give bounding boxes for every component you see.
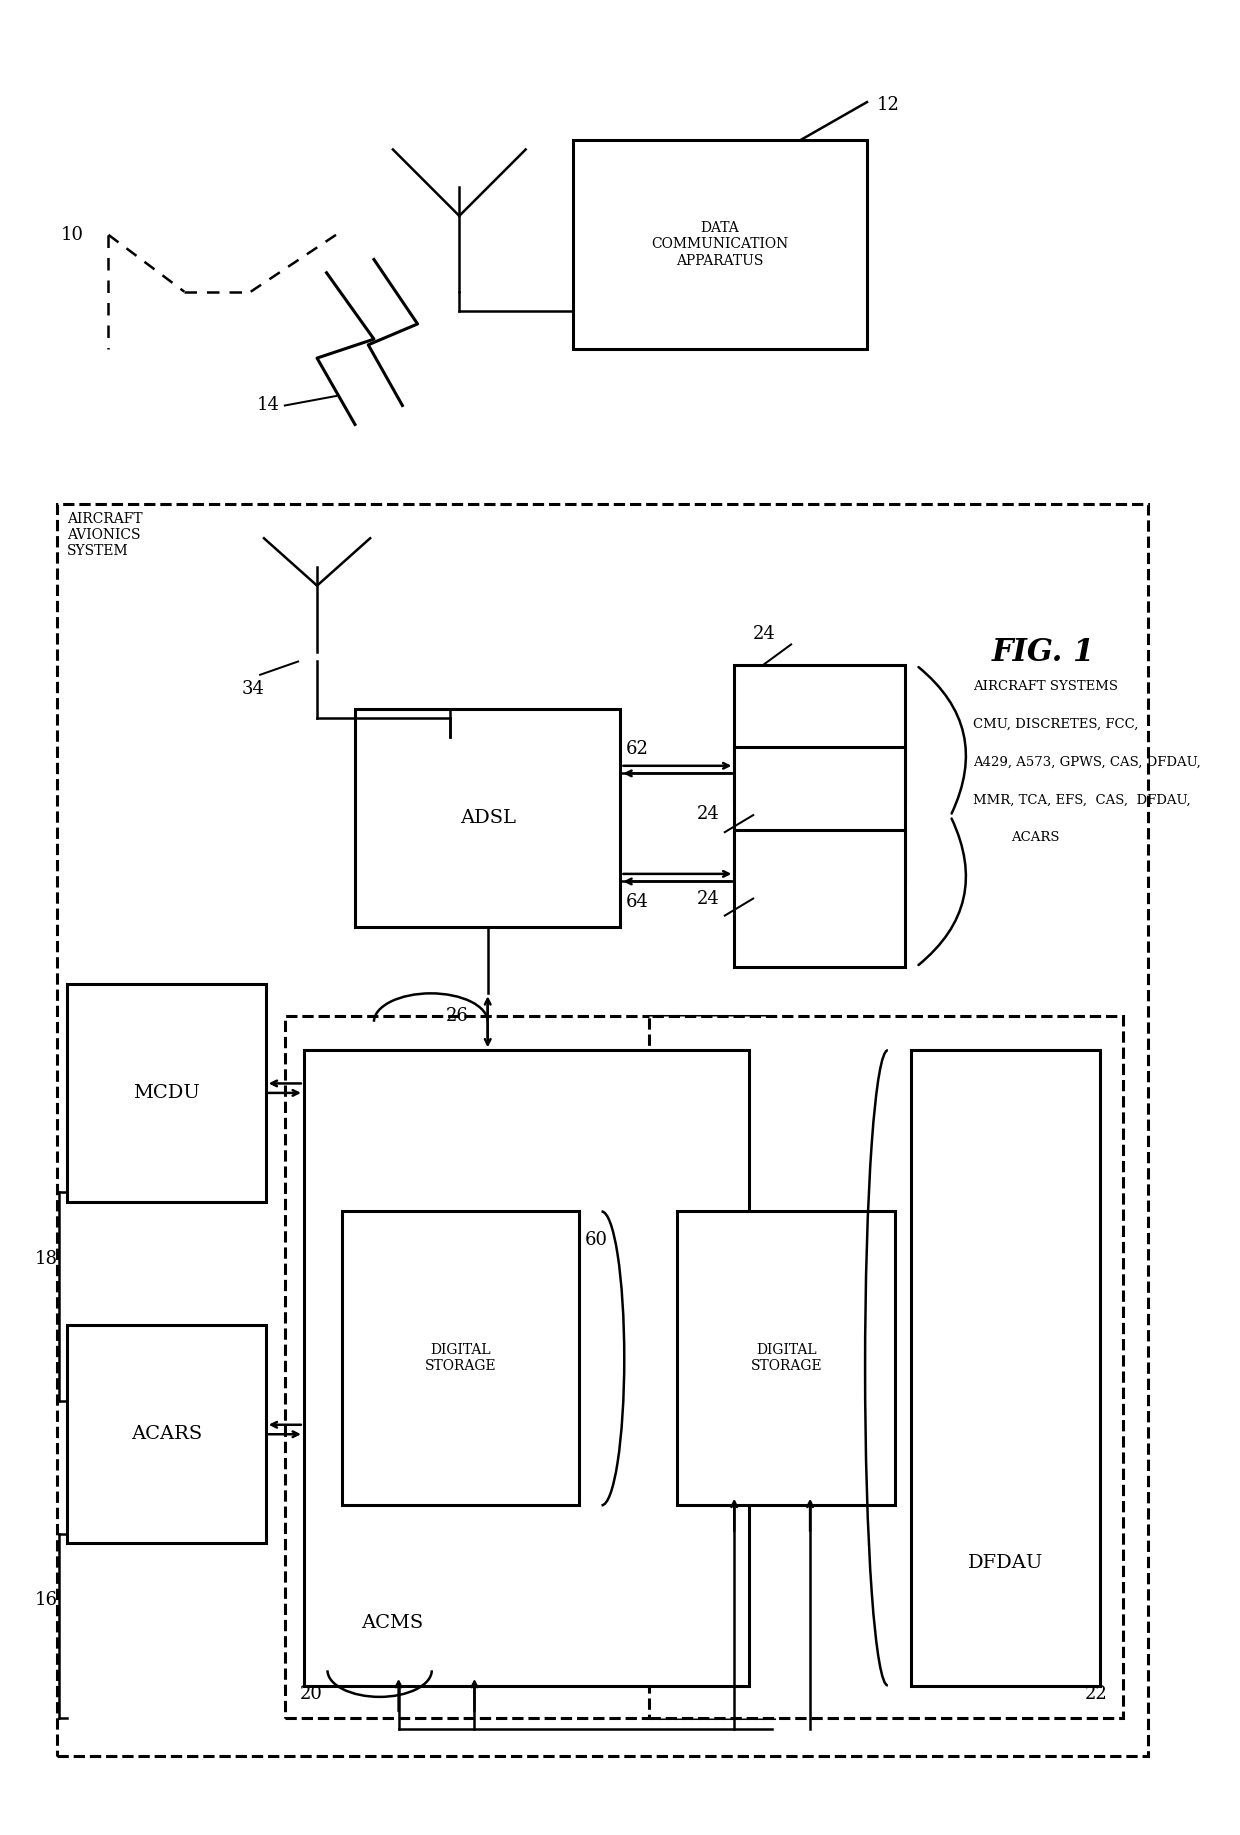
Text: ACMS: ACMS — [361, 1615, 423, 1633]
Bar — [734, 666, 905, 802]
Text: 14: 14 — [257, 396, 279, 415]
Text: 24: 24 — [753, 624, 776, 642]
Text: 20: 20 — [300, 1685, 322, 1703]
Text: FIG. 1: FIG. 1 — [991, 637, 1095, 668]
Text: 64: 64 — [626, 894, 649, 910]
Bar — [342, 1211, 579, 1505]
Text: ACARS: ACARS — [130, 1426, 202, 1444]
Text: CMU, DISCRETES, FCC,: CMU, DISCRETES, FCC, — [973, 717, 1138, 730]
Bar — [649, 1017, 1123, 1718]
Text: 10: 10 — [61, 226, 84, 244]
Text: MMR, TCA, EFS,  CAS,  DFDAU,: MMR, TCA, EFS, CAS, DFDAU, — [973, 793, 1190, 806]
Bar — [734, 747, 905, 883]
Text: AIRCRAFT
AVIONICS
SYSTEM: AIRCRAFT AVIONICS SYSTEM — [67, 512, 143, 558]
Bar — [285, 1017, 774, 1718]
Bar — [67, 984, 265, 1202]
Text: A429, A573, GPWS, CAS, DFDAU,: A429, A573, GPWS, CAS, DFDAU, — [973, 756, 1200, 769]
Text: 16: 16 — [35, 1591, 57, 1609]
Bar — [573, 139, 867, 349]
Text: MCDU: MCDU — [133, 1084, 200, 1101]
Text: 34: 34 — [242, 681, 264, 699]
Text: 18: 18 — [35, 1250, 57, 1268]
Text: ADSL: ADSL — [460, 809, 516, 828]
Text: 24: 24 — [697, 806, 719, 822]
Text: 24: 24 — [697, 890, 719, 908]
Text: 12: 12 — [877, 97, 899, 114]
Bar — [57, 505, 1148, 1756]
Bar — [355, 708, 620, 927]
Bar — [734, 829, 905, 967]
Text: DATA
COMMUNICATION
APPARATUS: DATA COMMUNICATION APPARATUS — [651, 220, 789, 268]
Text: 62: 62 — [626, 740, 649, 758]
Text: DIGITAL
STORAGE: DIGITAL STORAGE — [750, 1343, 822, 1373]
Text: 60: 60 — [584, 1231, 608, 1250]
Bar — [304, 1050, 749, 1686]
Text: DFDAU: DFDAU — [967, 1554, 1043, 1573]
Text: ACARS: ACARS — [1011, 831, 1060, 844]
Text: AIRCRAFT SYSTEMS: AIRCRAFT SYSTEMS — [973, 679, 1118, 692]
Bar — [677, 1211, 895, 1505]
Bar — [67, 1325, 265, 1543]
Bar — [910, 1050, 1100, 1686]
Text: 26: 26 — [446, 1007, 469, 1026]
Text: DIGITAL
STORAGE: DIGITAL STORAGE — [424, 1343, 496, 1373]
Text: 22: 22 — [1085, 1685, 1107, 1703]
